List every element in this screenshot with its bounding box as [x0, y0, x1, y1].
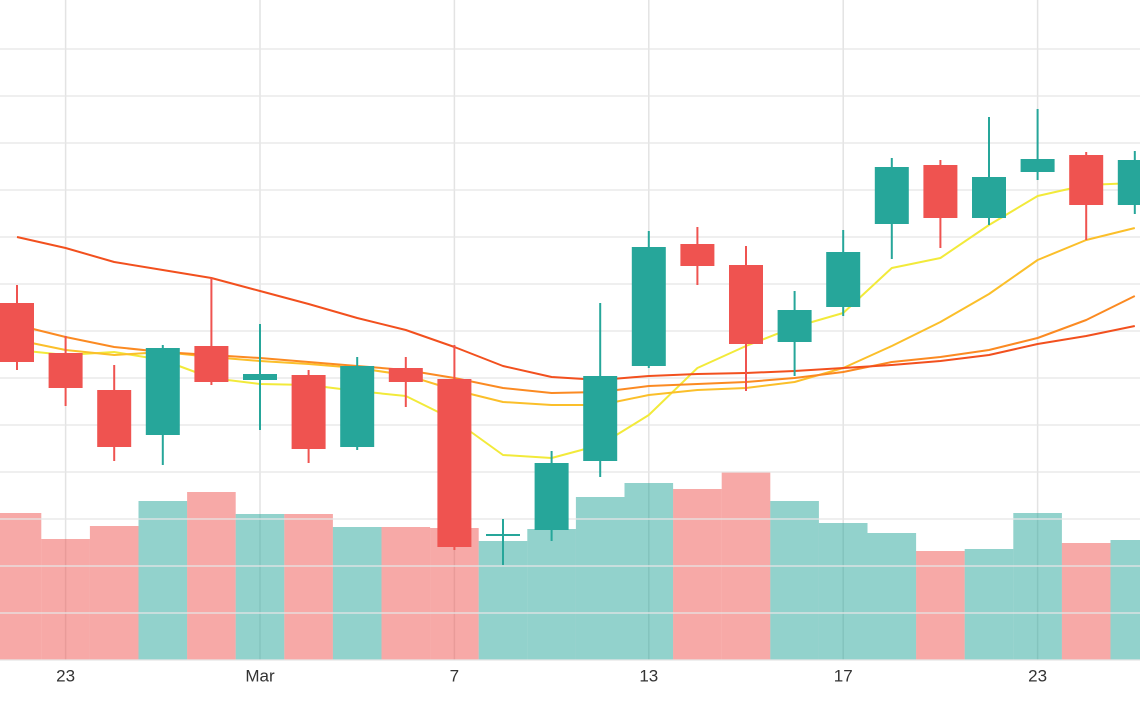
volume-bar [818, 523, 868, 660]
volume-bar [332, 527, 382, 660]
x-tick-label: 23 [1028, 666, 1047, 685]
volume-bar [770, 501, 819, 660]
candle-body [631, 247, 666, 366]
x-tick-label: 17 [834, 666, 853, 685]
volume-bar [0, 513, 42, 660]
volume-bar [89, 526, 139, 660]
candle-body [680, 244, 715, 266]
candle-body [194, 346, 229, 382]
candle-body [923, 165, 958, 218]
x-tick-label: Mar [245, 666, 275, 685]
volume-bar [1061, 543, 1111, 660]
volume-bar [575, 497, 625, 660]
candle-body [340, 366, 375, 447]
candle-body [826, 252, 861, 307]
candle-body [874, 167, 909, 224]
volume-bar [964, 549, 1014, 660]
x-tick-label: 7 [450, 666, 459, 685]
candle-body [1069, 155, 1104, 205]
volume-bar [41, 539, 90, 660]
candle-body [0, 303, 34, 362]
candle-body [145, 348, 180, 435]
candle-body [291, 375, 326, 449]
candle-body [388, 368, 423, 382]
candle-body [972, 177, 1006, 218]
candle-body [583, 376, 618, 461]
candle-body [486, 534, 520, 536]
volume-bar [624, 483, 674, 660]
volume-bar [1013, 513, 1062, 660]
volume-bar [867, 533, 917, 660]
volume-bar [187, 492, 236, 660]
volume-bar [138, 501, 188, 660]
candle-body [97, 390, 132, 447]
moving-average-line [16, 236, 1136, 381]
x-tick-label: 13 [639, 666, 658, 685]
candle-body [437, 379, 472, 547]
candle-body [243, 374, 277, 380]
volume-bar [1110, 540, 1140, 660]
volume-bar [916, 551, 965, 660]
candle-body [777, 310, 812, 342]
volume-bar [284, 514, 333, 660]
x-tick-label: 23 [56, 666, 75, 685]
candle-body [48, 353, 83, 388]
candle-body [534, 463, 569, 530]
candle-body [1117, 160, 1140, 205]
volume-bar [673, 489, 722, 660]
moving-average-line [16, 182, 1135, 459]
volume-bar [381, 527, 431, 660]
candle-body [729, 265, 763, 344]
candle-body [1020, 159, 1055, 172]
volume-bar [527, 529, 576, 660]
volume-bar [235, 514, 285, 660]
